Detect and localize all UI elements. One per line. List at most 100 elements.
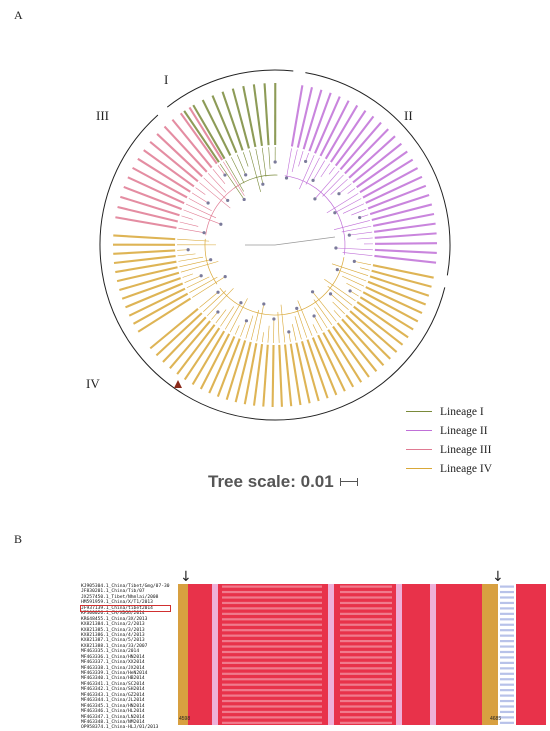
bootstrap-node <box>313 197 316 200</box>
tree-branch <box>257 304 264 341</box>
bootstrap-node <box>285 176 288 179</box>
panel-a: A I II III IV Lineage I Lineage II Linea… <box>0 0 550 510</box>
leaf-label-mark <box>163 317 206 362</box>
tree-branch <box>348 188 355 193</box>
legend-item-lineage-iii: Lineage III <box>406 440 492 459</box>
tree-branch <box>351 209 366 215</box>
tree-branch <box>181 261 218 272</box>
tree-branch <box>178 254 196 256</box>
tree-branch <box>208 173 226 192</box>
clade-branch-arc <box>285 176 345 255</box>
bootstrap-node <box>202 231 205 234</box>
leaf-label-mark <box>349 136 395 178</box>
tree-branch <box>220 306 233 326</box>
tree-branch <box>329 167 334 174</box>
bootstrap-node <box>348 234 351 237</box>
bootstrap-node <box>224 275 227 278</box>
alignment-start-position: 4598 <box>179 716 190 722</box>
phylogenetic-tree <box>0 0 550 470</box>
tree-branch <box>314 308 327 328</box>
bootstrap-node <box>226 199 229 202</box>
tree-branch <box>207 288 233 315</box>
tree-branch <box>178 257 203 261</box>
tree-branch <box>360 268 370 271</box>
tree-branch <box>213 169 225 184</box>
bootstrap-node <box>295 307 298 310</box>
panel-b-label: B <box>14 532 22 547</box>
leaf-label-mark <box>340 123 381 170</box>
lineage-label-ii: II <box>404 108 413 124</box>
leaf-label-mark <box>345 129 388 173</box>
bootstrap-node <box>304 160 307 163</box>
tree-branch <box>192 277 225 298</box>
bootstrap-node <box>348 289 351 292</box>
bootstrap-node <box>274 160 277 163</box>
legend: Lineage I Lineage II Lineage III Lineage… <box>406 402 492 478</box>
tree-branch <box>333 302 345 314</box>
tree-branch <box>223 162 244 196</box>
bootstrap-node <box>209 258 212 261</box>
leaf-label-mark <box>265 83 269 145</box>
tree-branch <box>220 164 244 200</box>
leaf-label-mark <box>114 256 176 263</box>
leaf-label-mark <box>157 134 202 177</box>
tree-branch <box>243 152 248 166</box>
bootstrap-node <box>245 319 248 322</box>
leaf-label-mark <box>375 243 437 244</box>
legend-label: Lineage III <box>440 444 491 456</box>
tree-branch <box>185 276 202 283</box>
query-sequence-marker-icon <box>174 380 182 388</box>
leaf-label-mark <box>375 233 437 237</box>
bootstrap-node <box>243 198 246 201</box>
leaf-label-mark <box>375 250 437 253</box>
tree-branch <box>177 239 209 241</box>
tree-branch <box>331 294 349 310</box>
tree-branch <box>313 161 325 181</box>
leaf-label-mark <box>372 204 432 220</box>
leaf-label-mark <box>336 116 374 165</box>
leaf-label-mark <box>373 265 434 278</box>
leaf-label-mark <box>279 345 282 407</box>
tree-branch <box>240 321 246 337</box>
tree-branch <box>357 238 373 239</box>
tree-branch <box>218 165 225 175</box>
leaf-label-mark <box>346 315 390 359</box>
tree-branch <box>334 310 341 317</box>
tree-branch <box>336 248 373 250</box>
bootstrap-node <box>333 211 336 214</box>
tree-branch <box>196 188 206 195</box>
tree-branch <box>249 150 260 192</box>
legend-swatch <box>406 468 432 469</box>
bootstrap-node <box>223 173 226 176</box>
tree-branch <box>200 292 218 307</box>
tree-branch <box>278 312 279 343</box>
sequence-name: OP958374.1_China-HLJ/01/2013 <box>81 725 170 730</box>
leaf-label-mark <box>254 84 262 145</box>
bootstrap-node <box>261 183 264 186</box>
tree-branch <box>178 228 204 232</box>
tree-branch <box>268 326 269 343</box>
leaf-label-mark <box>273 345 274 407</box>
tree-branch <box>342 226 371 232</box>
tree-branch <box>354 261 371 264</box>
tree-branch <box>349 232 372 235</box>
bootstrap-node <box>312 314 315 317</box>
tree-scale: Tree scale: 0.01 <box>208 472 358 492</box>
bootstrap-node <box>207 201 210 204</box>
tree-branch <box>246 316 253 339</box>
tree-branch <box>297 308 307 337</box>
legend-label: Lineage II <box>440 425 488 437</box>
tree-branch <box>181 216 192 220</box>
bootstrap-node <box>187 248 190 251</box>
bootstrap-node <box>219 223 222 226</box>
legend-swatch <box>406 411 432 412</box>
bootstrap-node <box>353 260 356 263</box>
leaf-label-mark <box>138 299 190 332</box>
leaf-label-mark <box>333 326 369 377</box>
tree-branch <box>299 151 304 166</box>
down-arrow-icon: ↓ <box>492 570 504 584</box>
bootstrap-node <box>337 192 340 195</box>
bootstrap-node <box>262 302 265 305</box>
legend-label: Lineage I <box>440 406 484 418</box>
tree-scale-label: Tree scale: 0.01 <box>208 472 334 492</box>
